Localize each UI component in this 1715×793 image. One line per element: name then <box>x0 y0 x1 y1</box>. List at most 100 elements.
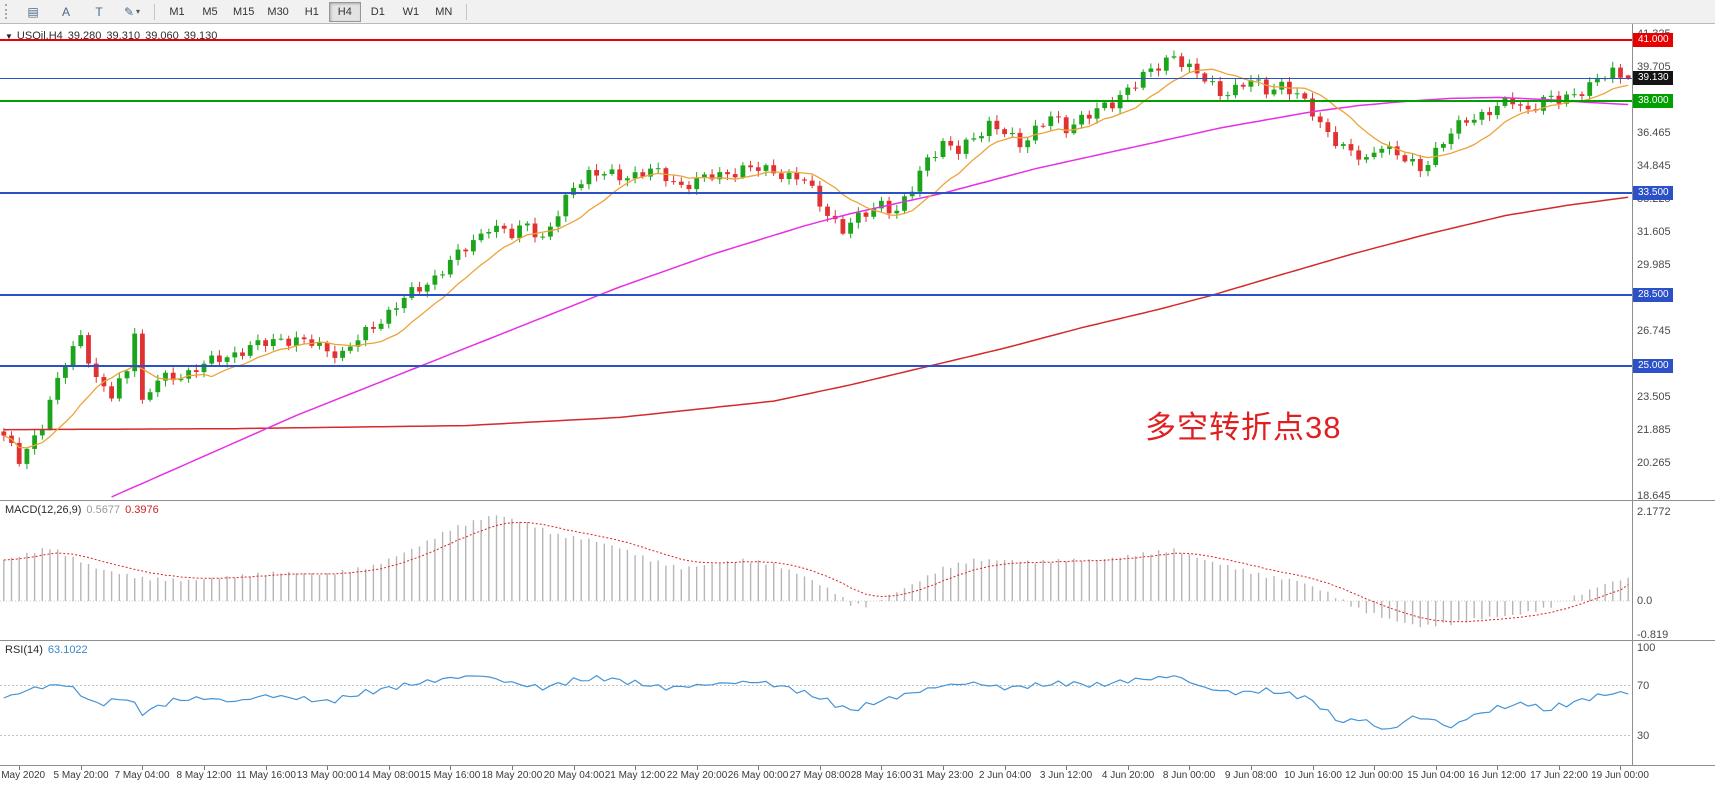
time-tick-mark <box>574 766 575 770</box>
rsi-name: RSI(14) <box>5 644 43 656</box>
price-badge-33.500: 33.500 <box>1633 186 1673 200</box>
chart-plot-svg <box>0 50 1632 736</box>
text-label-icon[interactable]: A <box>61 4 70 19</box>
hline-28.500[interactable] <box>0 294 1632 296</box>
price-badge-38.000: 38.000 <box>1633 94 1673 108</box>
time-axis-label: 15 May 16:00 <box>419 770 481 781</box>
time-tick-mark <box>1559 766 1560 770</box>
time-tick-mark <box>389 766 390 770</box>
main-macd-divider[interactable] <box>0 500 1715 501</box>
time-axis-label: 11 May 16:00 <box>236 770 296 781</box>
time-axis-label: 17 Jun 22:00 <box>1530 770 1588 781</box>
time-tick-mark <box>697 766 698 770</box>
price-scale-label: 36.465 <box>1637 127 1671 139</box>
rsi-label: RSI(14) 63.1022 <box>5 644 93 656</box>
time-axis-label: 27 May 08:00 <box>789 770 851 781</box>
time-axis-label: 8 May 12:00 <box>176 770 232 781</box>
toolbar-grip[interactable] <box>5 4 11 19</box>
timeframe-w1[interactable]: W1 <box>402 5 420 18</box>
annotation-text[interactable]: 多空转折点38 <box>1145 410 1342 445</box>
symbol-dropdown-icon[interactable]: ▼ <box>5 32 13 41</box>
toolbar-separator-2 <box>465 3 467 20</box>
price-scale-label: 34.845 <box>1637 160 1671 172</box>
hline-39.130[interactable] <box>0 78 1632 79</box>
macd-signal-line <box>3 521 1629 623</box>
draw-tools-icon[interactable]: ✎ ▾ <box>123 4 141 19</box>
price-scale-label: 21.885 <box>1637 424 1671 436</box>
macd-rsi-divider[interactable] <box>0 640 1715 641</box>
symbol-ohlc-header: ▼ USOil,H4 39.280 39.310 39.060 39.130 <box>5 30 222 42</box>
time-axis-label: 28 May 16:00 <box>850 770 912 781</box>
time-axis-divider <box>0 765 1715 766</box>
toolbar-separator <box>154 3 155 20</box>
timeframes-group: M1 M5 M15 M30 H1 H4 D1 W1 MN <box>161 1 460 22</box>
drawing-tools-group: ▤ A T ✎ ▾ <box>17 2 148 22</box>
bar-close: 39.130 <box>183 30 218 42</box>
time-axis-label: 2 Jun 04:00 <box>978 770 1032 781</box>
time-tick-mark <box>758 766 759 770</box>
rsi-value: 63.1022 <box>47 644 88 656</box>
time-axis-label: 5 May 20:00 <box>53 770 109 781</box>
time-tick-mark <box>1066 766 1067 770</box>
time-axis-label: 16 Jun 12:00 <box>1468 770 1526 781</box>
time-tick-mark <box>81 766 82 770</box>
time-tick-mark <box>881 766 882 770</box>
timeframe-d1[interactable]: D1 <box>370 5 385 18</box>
time-axis-label: 4 May 2020 <box>0 770 46 781</box>
text-tool-icon[interactable]: T <box>95 4 103 19</box>
time-axis-label: 21 May 12:00 <box>604 770 666 781</box>
timeframe-h4[interactable]: H4 <box>328 1 361 22</box>
bar-open: 39.280 <box>67 30 102 42</box>
bar-low: 39.060 <box>145 30 179 42</box>
price-scale-label: 18.645 <box>1637 490 1671 502</box>
price-scale-label: 31.605 <box>1637 226 1671 238</box>
price-badge-25.000: 25.000 <box>1633 359 1673 373</box>
price-scale-label: 39.705 <box>1637 61 1671 73</box>
timeframe-m1[interactable]: M1 <box>169 5 185 18</box>
time-axis-label: 22 May 20:00 <box>666 770 728 781</box>
hline-33.500[interactable] <box>0 192 1632 194</box>
time-tick-mark <box>1251 766 1252 770</box>
time-axis-label: 9 Jun 08:00 <box>1224 770 1278 781</box>
timeframe-m30[interactable]: M30 <box>267 5 289 18</box>
time-tick-mark <box>19 766 20 770</box>
bar-high: 39.310 <box>106 30 141 42</box>
time-tick-mark <box>266 766 267 770</box>
hline-38.000[interactable] <box>0 100 1632 102</box>
time-axis-label: 19 Jun 00:00 <box>1591 770 1649 781</box>
time-tick-mark <box>204 766 205 770</box>
time-axis-label: 13 May 00:00 <box>296 770 358 781</box>
timeframe-mn[interactable]: MN <box>435 5 453 18</box>
timeframe-h1[interactable]: H1 <box>304 5 319 18</box>
time-tick-mark <box>635 766 636 770</box>
time-tick-mark <box>943 766 944 770</box>
time-tick-mark <box>1497 766 1498 770</box>
macd-value-main: 0.5677 <box>86 504 121 516</box>
timeframe-m5[interactable]: M5 <box>202 5 218 18</box>
time-axis-label: 26 May 00:00 <box>727 770 789 781</box>
hline-25.000[interactable] <box>0 365 1632 367</box>
time-tick-mark <box>1374 766 1375 770</box>
price-scale-label: 23.505 <box>1637 391 1671 403</box>
rsi-line <box>3 674 1629 730</box>
time-tick-mark <box>820 766 821 770</box>
hline-41.000[interactable] <box>0 39 1632 41</box>
time-tick-mark <box>450 766 451 770</box>
price-badge-41.000: 41.000 <box>1633 33 1673 47</box>
ma-mid-line <box>111 96 1629 498</box>
price-scale-label: 29.985 <box>1637 259 1671 271</box>
macd-name: MACD(12,26,9) <box>5 504 82 516</box>
time-tick-mark <box>1620 766 1621 770</box>
timeframe-m15[interactable]: M15 <box>233 5 255 18</box>
macd-scale-label: 2.1772 <box>1637 506 1671 518</box>
time-axis-label: 12 Jun 00:00 <box>1345 770 1403 781</box>
time-axis-label: 20 May 04:00 <box>543 770 605 781</box>
price-scale-label: 20.265 <box>1637 457 1671 469</box>
symbol-name: USOil,H4 <box>16 30 63 42</box>
time-tick-mark <box>142 766 143 770</box>
objects-panel-icon[interactable]: ▤ <box>27 4 39 19</box>
time-axis-label: 4 Jun 20:00 <box>1101 770 1155 781</box>
time-axis-label: 8 Jun 00:00 <box>1162 770 1216 781</box>
macd-scale-label: -0.819 <box>1637 629 1669 641</box>
candlesticks <box>1 50 1631 470</box>
